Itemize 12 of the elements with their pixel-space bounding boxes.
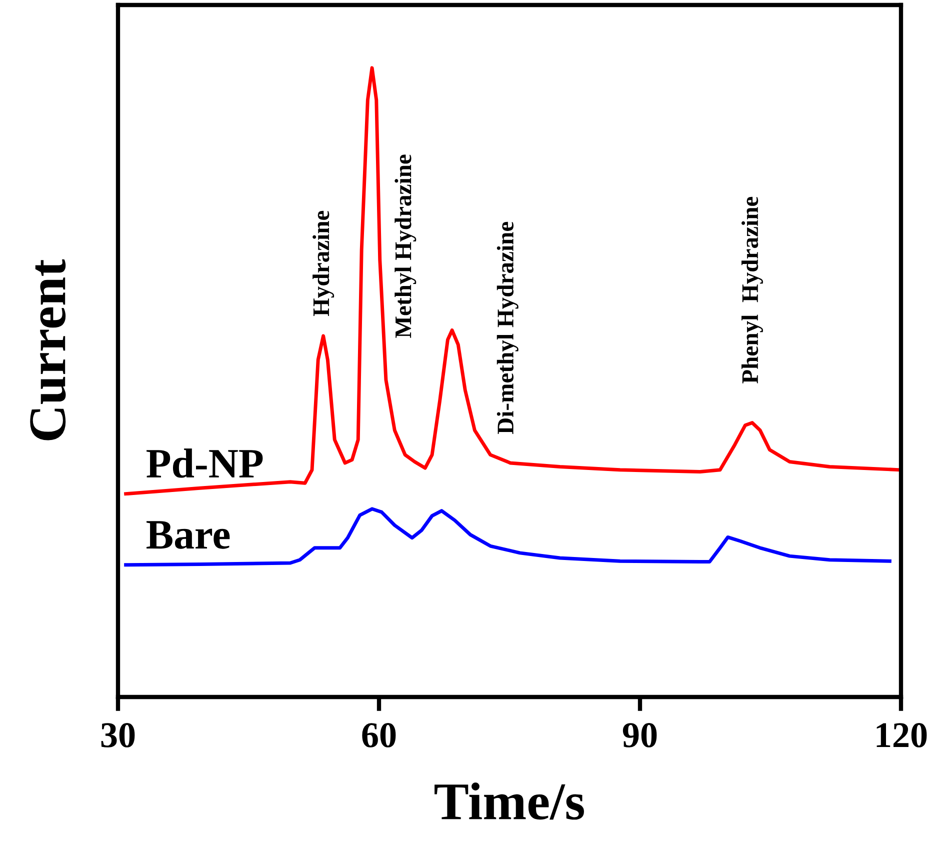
x-tick-label: 120 [876, 723, 927, 748]
x-axis-title: Time/s [434, 782, 584, 820]
x-tick-label: 60 [362, 723, 396, 748]
annotation: Hydrazine [312, 210, 334, 316]
annotation: Di-methyl Hydrazine [496, 222, 518, 434]
series-label: Pd-NP [146, 448, 263, 478]
series-label: Bare [146, 521, 230, 549]
annotation: Phenyl Hydrazine [741, 196, 763, 384]
y-axis-title: Current [30, 259, 66, 440]
annotation: Methyl Hydrazine [394, 154, 416, 338]
x-tick-label: 90 [622, 723, 657, 748]
x-tick-label: 30 [101, 723, 135, 748]
